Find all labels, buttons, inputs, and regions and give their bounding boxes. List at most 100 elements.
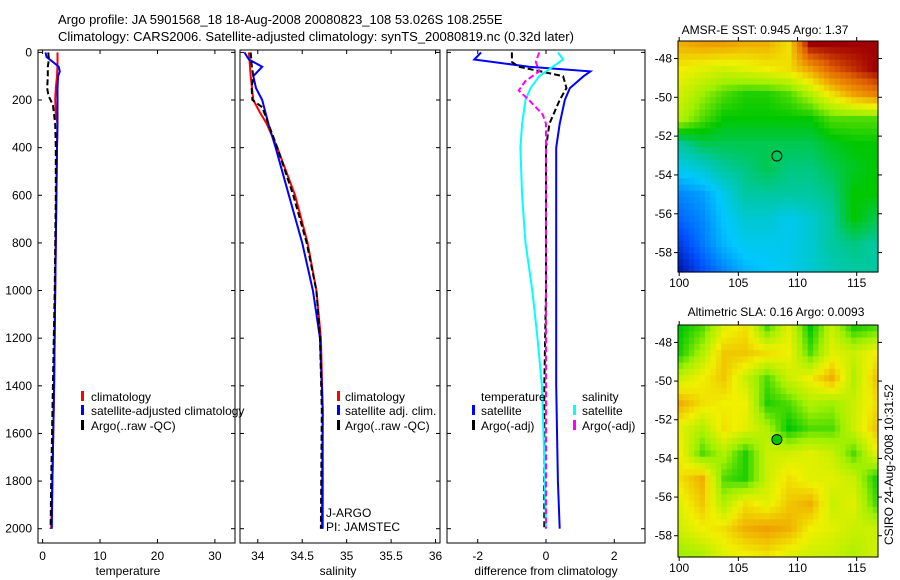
- heatmap-cell: [867, 184, 874, 192]
- heatmap-cell: [786, 97, 793, 105]
- heatmap-cell: [856, 419, 863, 426]
- heatmap-cell: [748, 325, 755, 332]
- heatmap-cell: [840, 103, 847, 111]
- heatmap-cell: [807, 115, 814, 123]
- heatmap-cell: [802, 159, 809, 167]
- heatmap-cell: [678, 481, 685, 489]
- heatmap-cell: [737, 178, 744, 186]
- heatmap-cell: [678, 109, 685, 117]
- heatmap-cell: [748, 525, 755, 533]
- heatmap-cell: [715, 437, 722, 445]
- heatmap-cell: [678, 444, 685, 452]
- heatmap-cell: [721, 469, 728, 477]
- heatmap-cell: [715, 331, 722, 339]
- heatmap-cell: [802, 481, 809, 489]
- heatmap-cell: [834, 525, 841, 533]
- heatmap-cell: [802, 53, 809, 61]
- heatmap-cell: [688, 531, 695, 539]
- heatmap-cell: [721, 550, 728, 558]
- heatmap-cell: [791, 531, 798, 539]
- heatmap-cell: [850, 462, 857, 470]
- heatmap-cell: [818, 178, 825, 186]
- heatmap-cell: [807, 513, 814, 520]
- heatmap-cell: [850, 97, 857, 105]
- heatmap-cell: [791, 325, 798, 332]
- heatmap-cell: [753, 437, 760, 445]
- heatmap-cell: [856, 519, 863, 527]
- heatmap-cell: [818, 425, 825, 433]
- heatmap-cell: [834, 325, 841, 332]
- y-tick-label: 1200: [5, 331, 32, 345]
- heatmap-cell: [699, 253, 706, 261]
- legend-label: satellite: [481, 404, 522, 418]
- heatmap-cell: [840, 513, 847, 520]
- heatmap-cell: [861, 47, 868, 55]
- heatmap-cell: [829, 362, 836, 370]
- heatmap-cell: [818, 481, 825, 489]
- heatmap-cell: [678, 550, 685, 558]
- heatmap-cell: [845, 500, 852, 508]
- heatmap-cell: [856, 375, 863, 383]
- heatmap-cell: [813, 450, 820, 458]
- heatmap-cell: [753, 190, 760, 198]
- heatmap-cell: [705, 531, 712, 539]
- heatmap-cell: [802, 153, 809, 161]
- heatmap-cell: [872, 406, 879, 414]
- heatmap-cell: [721, 178, 728, 186]
- heatmap-cell: [715, 400, 722, 408]
- heatmap-cell: [732, 247, 739, 254]
- heatmap-cell: [678, 65, 685, 73]
- heatmap-cell: [764, 412, 771, 420]
- heatmap-cell: [705, 97, 712, 105]
- heatmap-cell: [872, 165, 879, 173]
- heatmap-cell: [764, 337, 771, 345]
- heatmap-cell: [845, 178, 852, 186]
- heatmap-cell: [807, 84, 814, 92]
- heatmap-cell: [796, 122, 803, 129]
- heatmap-cell: [726, 153, 733, 161]
- heatmap-cell: [683, 109, 690, 117]
- heatmap-cell: [732, 513, 739, 520]
- heatmap-cell: [856, 234, 863, 242]
- heatmap-cell: [759, 406, 766, 414]
- heatmap-cell: [823, 331, 830, 339]
- heatmap-cell: [726, 412, 733, 420]
- heatmap-cell: [786, 387, 793, 395]
- heatmap-cell: [699, 97, 706, 105]
- heatmap-cell: [780, 368, 787, 376]
- heatmap-cell: [786, 506, 793, 514]
- heatmap-cell: [796, 419, 803, 426]
- heatmap-cell: [715, 134, 722, 142]
- heatmap-cell: [742, 134, 749, 142]
- heatmap-cell: [802, 325, 809, 332]
- heatmap-cell: [748, 97, 755, 105]
- heatmap-cell: [823, 387, 830, 395]
- heatmap-cell: [775, 172, 782, 179]
- heatmap-cell: [742, 178, 749, 186]
- heatmap-cell: [759, 469, 766, 477]
- heatmap-cell: [856, 488, 863, 495]
- heatmap-cell: [818, 209, 825, 217]
- legend-label: Argo(-adj): [481, 419, 534, 433]
- heatmap-cell: [850, 259, 857, 267]
- legend-label: satellite: [582, 404, 623, 418]
- heatmap-cell: [791, 240, 798, 248]
- heatmap-cell: [710, 178, 717, 186]
- heatmap-cell: [748, 462, 755, 470]
- heatmap-cell: [867, 531, 874, 539]
- heatmap-cell: [796, 153, 803, 161]
- heatmap-cell: [694, 488, 701, 495]
- heatmap-cell: [823, 513, 830, 520]
- heatmap-cell: [834, 215, 841, 223]
- heatmap-cell: [802, 381, 809, 389]
- heatmap-cell: [872, 550, 879, 558]
- heatmap-cell: [737, 356, 744, 364]
- heatmap-cell: [823, 228, 830, 236]
- heatmap-cell: [867, 240, 874, 248]
- heatmap-cell: [737, 184, 744, 192]
- heatmap-cell: [856, 462, 863, 470]
- heatmap-cell: [872, 222, 879, 229]
- heatmap-cell: [710, 544, 717, 552]
- x-tick-label: -2: [472, 549, 483, 563]
- heatmap-cell: [726, 172, 733, 179]
